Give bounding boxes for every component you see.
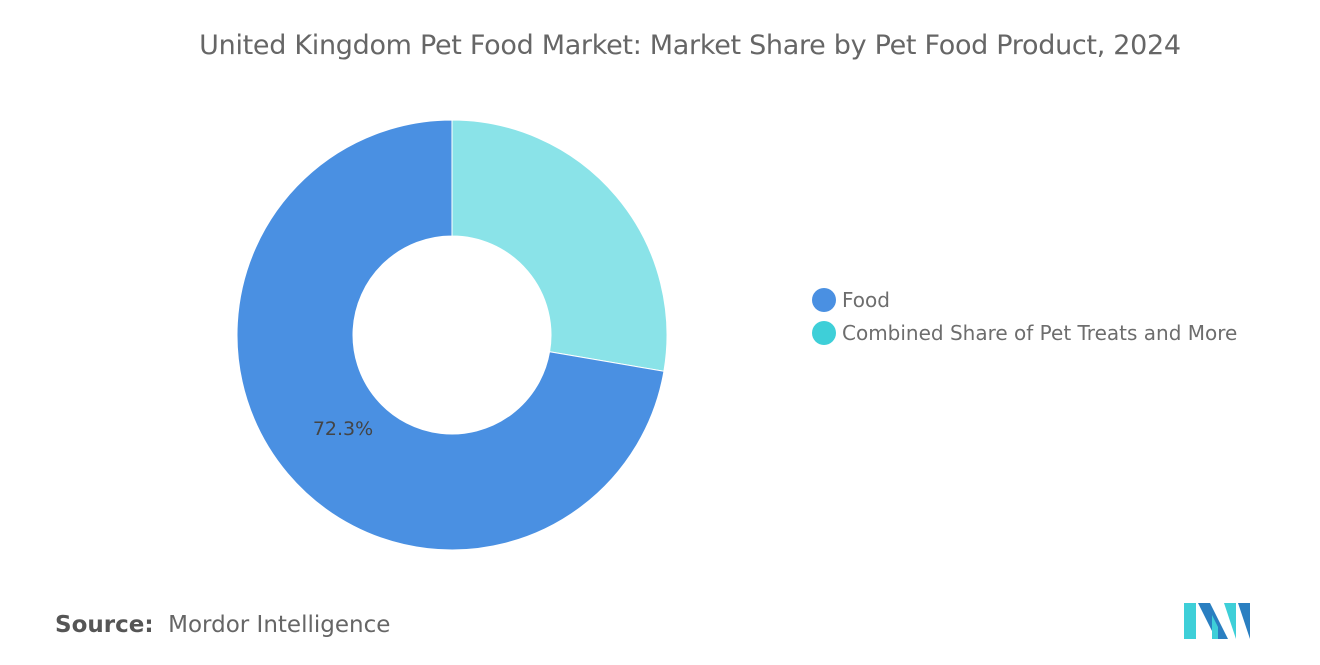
legend-label: Food xyxy=(842,287,890,312)
donut-slice-combined-share-of-pet-treats-and-more[interactable] xyxy=(451,119,668,372)
legend-marker-treats xyxy=(812,320,836,345)
legend: Food Combined Share of Pet Treats and Mo… xyxy=(812,283,1237,349)
source-label: Source: xyxy=(55,612,154,638)
donut-slice-food[interactable] xyxy=(236,119,665,551)
source-value: Mordor Intelligence xyxy=(168,612,391,638)
mordor-intelligence-logo xyxy=(1184,603,1250,639)
legend-item-food[interactable]: Food xyxy=(812,283,1237,316)
legend-item-treats[interactable]: Combined Share of Pet Treats and More xyxy=(812,316,1237,349)
chart-title: United Kingdom Pet Food Market: Market S… xyxy=(199,30,1181,61)
legend-marker-food xyxy=(812,287,836,312)
legend-label: Combined Share of Pet Treats and More xyxy=(842,320,1238,345)
data-label-food: 72.3% xyxy=(313,418,373,440)
source: Source: Mordor Intelligence xyxy=(55,612,390,638)
